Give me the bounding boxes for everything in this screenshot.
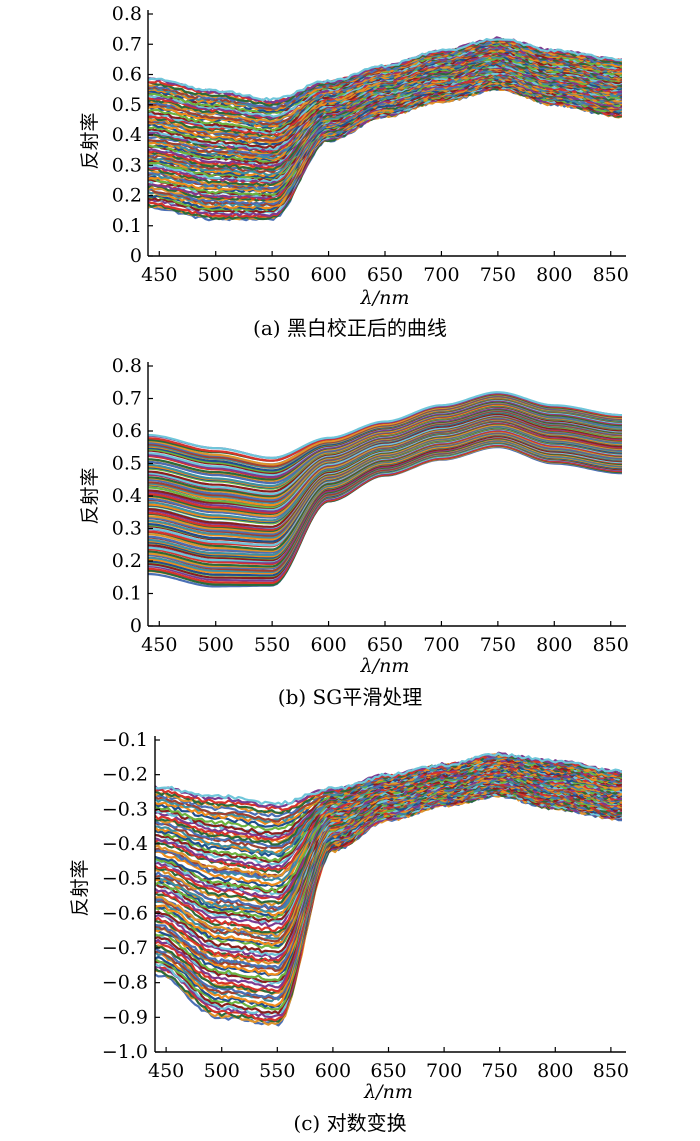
x-tick-label: 450 <box>141 634 177 656</box>
y-tick-label: −0.5 <box>102 868 148 890</box>
series-line <box>148 38 622 102</box>
y-tick-label: 0 <box>130 615 142 637</box>
x-axis-label: λ/nm <box>360 287 410 309</box>
y-tick-label: 0.4 <box>112 485 142 507</box>
y-tick-label: 0.8 <box>112 355 142 377</box>
x-tick-label: 700 <box>423 264 459 286</box>
x-tick-label: 650 <box>367 634 403 656</box>
series-group <box>148 391 622 588</box>
y-tick-label: 0.1 <box>112 583 142 605</box>
series-line <box>155 788 622 1001</box>
y-axis-label: 反射率 <box>79 467 101 524</box>
series-group <box>148 36 622 222</box>
panel-caption: (c) 对数变换 <box>293 1111 406 1135</box>
series-line <box>148 40 622 110</box>
series-line <box>155 777 622 948</box>
y-tick-label: 0.7 <box>112 33 142 55</box>
y-tick-label: −0.3 <box>102 798 148 820</box>
x-axis-label: λ/nm <box>363 1081 413 1103</box>
y-tick-label: 0.5 <box>112 94 142 116</box>
y-tick-label: −0.4 <box>102 833 148 855</box>
y-tick-label: 0.6 <box>112 420 142 442</box>
x-tick-label: 700 <box>426 1060 462 1082</box>
y-tick-label: −0.1 <box>102 729 148 751</box>
x-axis-label: λ/nm <box>360 655 410 677</box>
x-tick-label: 750 <box>482 1060 518 1082</box>
x-tick-label: 750 <box>480 634 516 656</box>
y-tick-label: 0 <box>130 245 142 267</box>
x-tick-label: 750 <box>480 264 516 286</box>
x-tick-label: 850 <box>593 634 629 656</box>
y-tick-label: 0.2 <box>112 185 142 207</box>
x-tick-label: 450 <box>148 1060 184 1082</box>
x-tick-label: 500 <box>198 264 234 286</box>
y-tick-label: −0.6 <box>102 902 148 924</box>
series-line <box>155 752 622 806</box>
x-tick-label: 550 <box>254 634 290 656</box>
y-tick-label: 0.7 <box>112 388 142 410</box>
y-tick-label: −1.0 <box>102 1041 148 1063</box>
panel-caption: (a) 黑白校正后的曲线 <box>253 316 447 340</box>
y-tick-label: −0.8 <box>102 972 148 994</box>
x-tick-label: 800 <box>536 634 572 656</box>
series-line <box>148 49 622 128</box>
x-tick-label: 650 <box>370 1060 406 1082</box>
series-line <box>148 84 622 217</box>
y-tick-label: −0.2 <box>102 764 148 786</box>
series-line <box>155 771 622 913</box>
panel-caption: (b) SG平滑处理 <box>278 685 422 709</box>
x-tick-label: 850 <box>593 1060 629 1082</box>
x-tick-label: 550 <box>259 1060 295 1082</box>
chart-panel-1: 0 0.1 0.2 0.3 0.4 0.5 0.6 0.7 0.8 450 500 550 600 650… <box>79 3 629 340</box>
y-tick-label: 0.3 <box>112 518 142 540</box>
x-tick-label: 800 <box>536 264 572 286</box>
y-tick-label: 0.1 <box>112 215 142 237</box>
y-tick-label: −0.9 <box>102 1006 148 1028</box>
y-axis-label: 反射率 <box>79 112 101 169</box>
series-line <box>148 391 622 459</box>
y-tick-label: 0.2 <box>112 550 142 572</box>
x-tick-label: 600 <box>315 1060 351 1082</box>
x-tick-label: 600 <box>310 264 346 286</box>
y-tick-label: 0.6 <box>112 64 142 86</box>
x-tick-label: 850 <box>593 264 629 286</box>
series-line <box>148 69 622 180</box>
chart-panel-2: 0 0.1 0.2 0.3 0.4 0.5 0.6 0.7 0.8 450 500 550 600 650… <box>79 355 629 709</box>
x-tick-label: 500 <box>204 1060 240 1082</box>
chart-panel-3: −1.0 −0.9 −0.8 −0.7 −0.6 −0.5 −0.4 −0.3 −0.2 −0.1… <box>69 729 629 1135</box>
x-tick-label: 800 <box>537 1060 573 1082</box>
x-tick-label: 450 <box>141 264 177 286</box>
x-tick-label: 700 <box>423 634 459 656</box>
series-line <box>155 781 622 962</box>
y-axis-label: 反射率 <box>69 859 91 916</box>
y-tick-label: 0.3 <box>112 154 142 176</box>
x-tick-label: 550 <box>254 264 290 286</box>
series-group <box>155 751 622 1027</box>
x-tick-label: 600 <box>310 634 346 656</box>
y-tick-label: 0.4 <box>112 124 142 146</box>
x-tick-label: 650 <box>367 264 403 286</box>
y-tick-label: 0.8 <box>112 3 142 25</box>
x-tick-label: 500 <box>198 634 234 656</box>
y-tick-label: −0.7 <box>102 937 148 959</box>
series-line <box>155 791 622 1019</box>
y-tick-label: 0.5 <box>112 453 142 475</box>
